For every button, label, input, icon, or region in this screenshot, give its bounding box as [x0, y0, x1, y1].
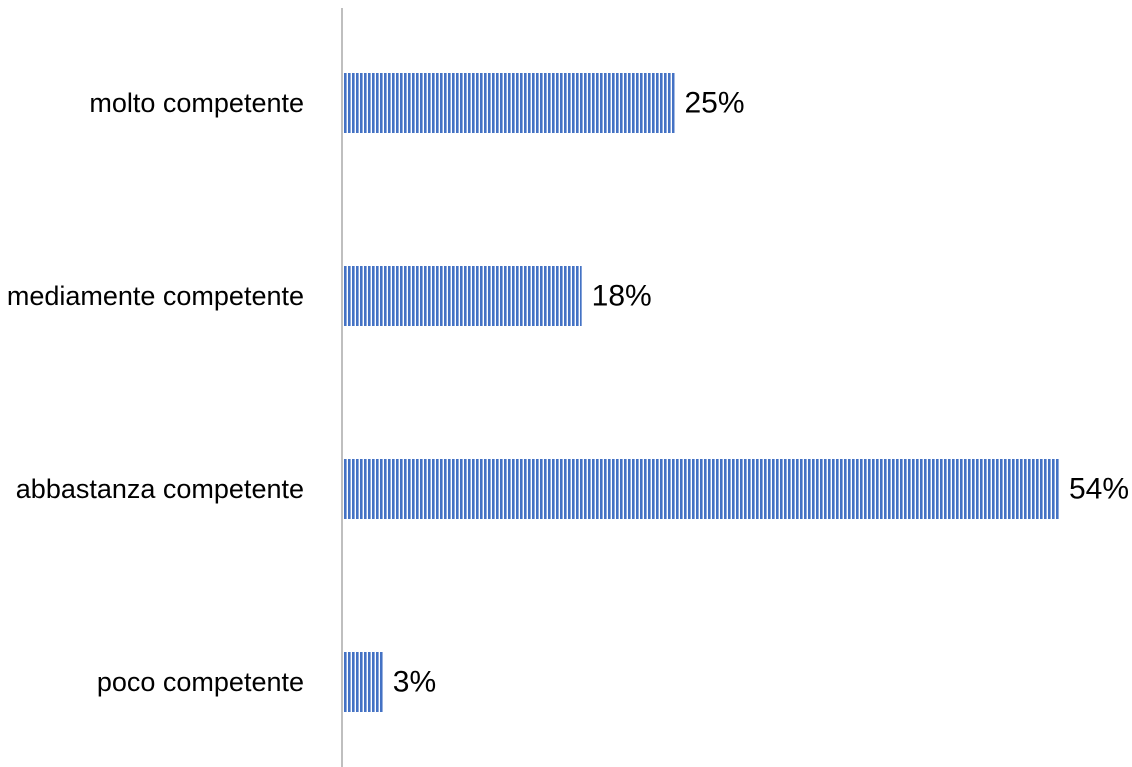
data-label: 18% — [592, 280, 652, 313]
data-label: 25% — [684, 87, 744, 120]
category-label: mediamente competente — [7, 281, 304, 311]
data-label: 3% — [393, 666, 436, 699]
bar-abbastanza-competente — [343, 459, 1059, 519]
category-label: molto competente — [89, 88, 304, 118]
bar-mediamente-competente — [343, 266, 582, 326]
bar-poco-competente — [343, 652, 383, 712]
bars-layer — [343, 73, 1059, 712]
category-label: abbastanza competente — [16, 474, 304, 504]
category-label: poco competente — [97, 667, 304, 697]
data-label: 54% — [1069, 473, 1129, 506]
bar-molto-competente — [343, 73, 675, 133]
labels-layer: molto competente 25% mediamente competente… — [7, 87, 1129, 699]
